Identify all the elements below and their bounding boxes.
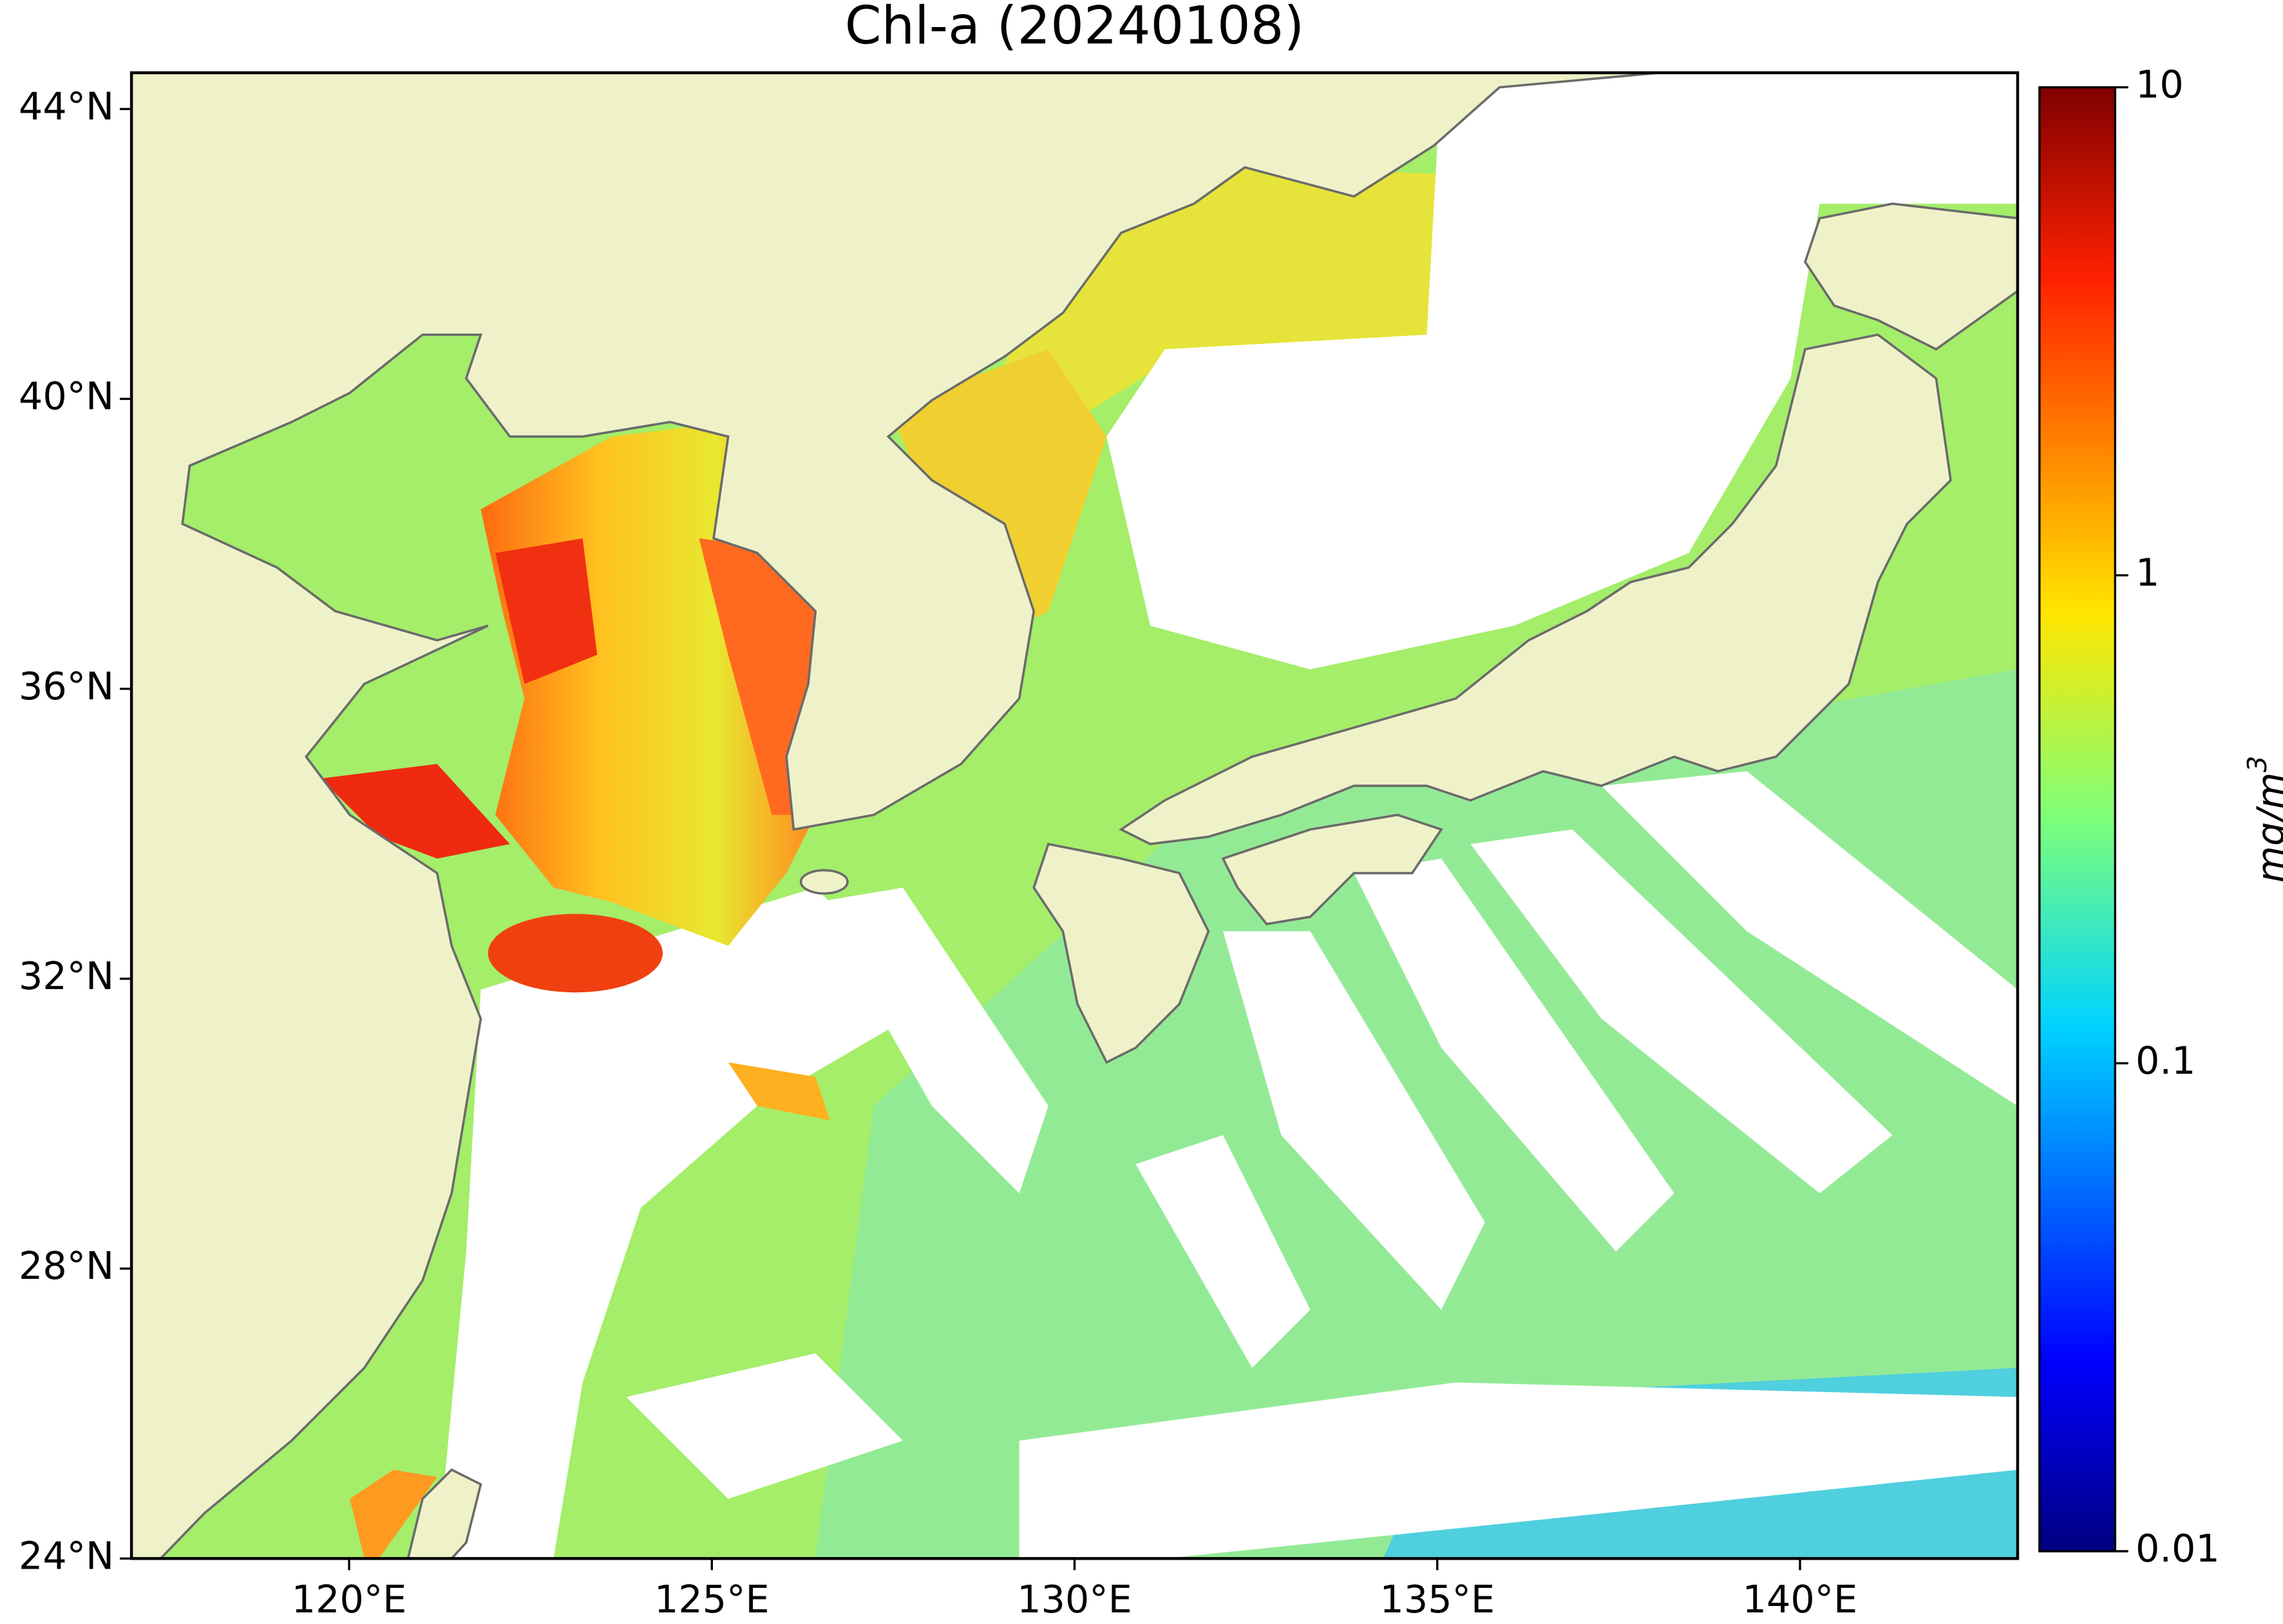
colorbar [2038, 86, 2117, 1553]
map-image [131, 72, 2018, 1559]
x-tick-label: 125°E [654, 1577, 770, 1621]
y-tick-label: 28°N [19, 1243, 114, 1288]
x-tick-label: 135°E [1379, 1577, 1495, 1621]
y-tick-label: 32°N [19, 954, 114, 998]
y-tick-label: 24°N [19, 1533, 114, 1578]
x-tick-label: 140°E [1743, 1577, 1858, 1621]
colorbar-tick-label: 0.1 [2136, 1038, 2195, 1082]
map-title: Chl-a (20240108) [845, 0, 1305, 57]
x-tick-label: 120°E [292, 1577, 407, 1621]
colorbar-tick-label: 10 [2136, 62, 2184, 107]
y-tick-label: 44°N [19, 84, 114, 128]
y-tick-label: 40°N [19, 374, 114, 419]
colorbar-label-base: mg/m [2249, 772, 2283, 883]
colorbar-tick-label: 1 [2136, 551, 2159, 595]
y-tick-label: 36°N [19, 664, 114, 708]
colorbar-label-exponent: 3 [2242, 756, 2273, 773]
colorbar-label: mg/m3 [2242, 756, 2283, 883]
x-tick-label: 130°E [1017, 1577, 1132, 1621]
colorbar-tick-label: 0.01 [2136, 1526, 2220, 1571]
